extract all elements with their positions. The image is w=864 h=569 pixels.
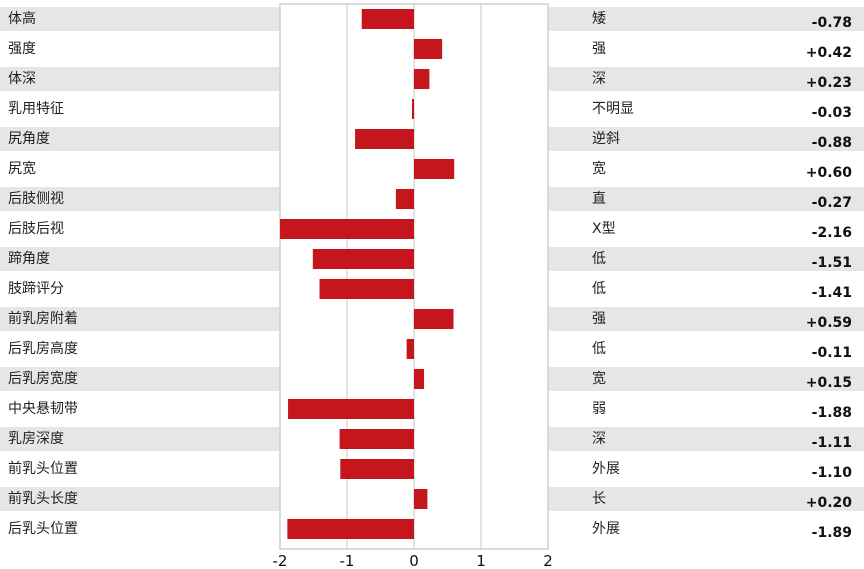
bar — [312, 249, 414, 269]
bar — [414, 39, 443, 59]
x-tick-label: -1 — [340, 552, 355, 569]
bar — [414, 369, 425, 389]
trait-label: 尻角度 — [8, 131, 50, 147]
trait-description: 深 — [592, 71, 606, 87]
trait-description: 长 — [592, 491, 606, 507]
value-label: -1.41 — [811, 285, 852, 301]
trait-label: 后肢侧视 — [8, 191, 64, 207]
trait-description: 强 — [592, 311, 606, 327]
trait-label: 乳房深度 — [8, 431, 64, 447]
value-label: +0.20 — [805, 495, 852, 511]
value-label: -2.16 — [811, 225, 852, 241]
trait-label: 后乳头位置 — [8, 521, 78, 537]
bar — [287, 519, 414, 539]
trait-label: 体高 — [8, 11, 36, 27]
x-tick-label: -2 — [273, 552, 288, 569]
trait-label: 肢蹄评分 — [8, 281, 64, 297]
value-label: -0.03 — [811, 105, 852, 121]
trait-description: 外展 — [592, 521, 620, 537]
value-label: +0.59 — [805, 315, 852, 331]
value-label: -0.78 — [811, 15, 852, 31]
bar — [395, 189, 414, 209]
bar — [319, 279, 414, 299]
trait-description: 外展 — [592, 461, 620, 477]
x-tick-label: 2 — [543, 552, 553, 569]
bar — [406, 339, 414, 359]
trait-label: 前乳房附着 — [8, 311, 78, 327]
trait-description: 低 — [592, 341, 606, 357]
trait-description: 不明显 — [592, 101, 634, 117]
value-label: +0.23 — [805, 75, 852, 91]
value-label: -1.11 — [811, 435, 852, 451]
trait-description: 低 — [592, 281, 606, 297]
trait-description: 矮 — [592, 11, 606, 27]
trait-label: 后乳房高度 — [8, 341, 78, 357]
value-label: -1.89 — [811, 525, 852, 541]
bar — [355, 129, 414, 149]
bar — [411, 99, 414, 119]
trait-label: 后乳房宽度 — [8, 371, 78, 387]
trait-description: 直 — [592, 191, 606, 207]
value-label: +0.15 — [805, 375, 852, 391]
trait-label: 前乳头长度 — [8, 491, 78, 507]
value-label: -1.51 — [811, 255, 852, 271]
bar — [288, 399, 414, 419]
bar — [361, 9, 414, 29]
x-tick-label: 0 — [409, 552, 419, 569]
bar — [339, 429, 414, 449]
trait-label: 中央悬韧带 — [8, 401, 78, 417]
bar — [280, 219, 414, 239]
bar — [414, 309, 454, 329]
value-label: +0.42 — [805, 45, 852, 61]
x-tick-label: 1 — [476, 552, 486, 569]
value-label: +0.60 — [805, 165, 852, 181]
trait-description: 强 — [592, 41, 606, 57]
bar — [414, 489, 428, 509]
trait-description: 低 — [592, 251, 606, 267]
bar — [414, 159, 455, 179]
trait-description: 深 — [592, 431, 606, 447]
trait-label: 尻宽 — [8, 161, 36, 177]
value-label: -1.88 — [811, 405, 852, 421]
value-label: -0.88 — [811, 135, 852, 151]
value-label: -1.10 — [811, 465, 852, 481]
value-label: -0.11 — [811, 345, 852, 361]
trait-label: 乳用特征 — [8, 101, 64, 117]
bar — [414, 69, 430, 89]
trait-label: 体深 — [8, 71, 36, 87]
trait-description: 逆斜 — [592, 131, 620, 147]
trait-label: 强度 — [8, 41, 36, 57]
trait-description: 弱 — [592, 401, 606, 417]
trait-label: 后肢后视 — [8, 221, 64, 237]
bar — [340, 459, 414, 479]
trait-label: 蹄角度 — [8, 251, 50, 267]
trait-description: 宽 — [592, 161, 606, 177]
value-label: -0.27 — [811, 195, 852, 211]
trait-description: X型 — [592, 221, 616, 237]
trait-label: 前乳头位置 — [8, 461, 78, 477]
trait-description: 宽 — [592, 371, 606, 387]
